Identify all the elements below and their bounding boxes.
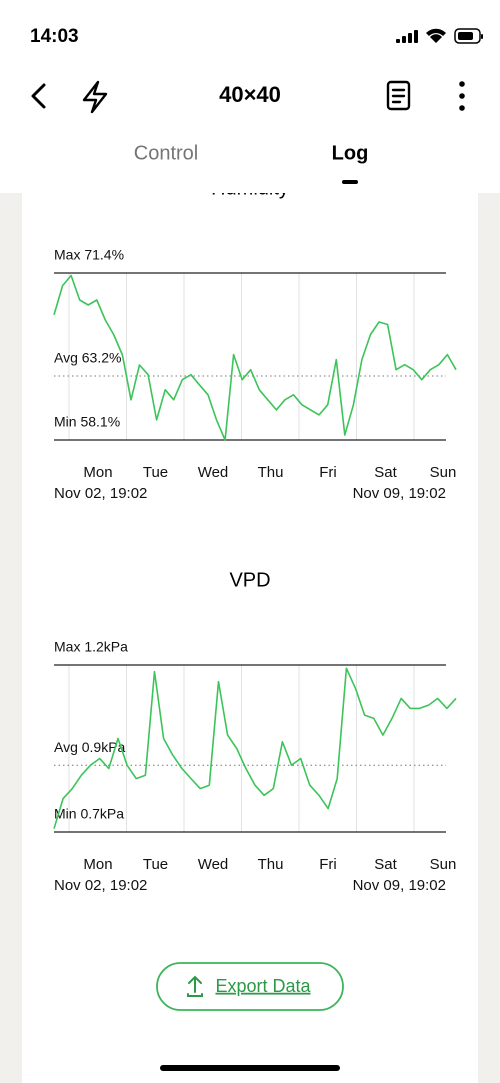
reference-label: Min 58.1%	[54, 414, 120, 430]
x-tick-label: Wed	[198, 464, 229, 481]
status-time: 14:03	[30, 26, 79, 47]
x-tick-label: Mon	[83, 464, 112, 481]
x-tick-label: Wed	[198, 856, 229, 873]
end-label: Nov 09, 19:02	[353, 485, 446, 502]
x-tick-label: Mon	[83, 856, 112, 873]
back-button[interactable]	[31, 83, 46, 109]
x-tick-label: Sat	[374, 464, 397, 481]
menu-button[interactable]	[459, 81, 465, 111]
status-icons	[396, 28, 483, 44]
home-indicator	[160, 1065, 340, 1071]
reference-label: Avg 63.2%	[54, 350, 121, 366]
chart-title: VPD	[229, 569, 270, 591]
data-line	[53, 667, 457, 829]
tab-indicator	[342, 180, 358, 184]
x-tick-label: Sun	[430, 464, 457, 481]
tab[interactable]: Control	[134, 142, 198, 164]
reference-label: Max 71.4%	[54, 247, 124, 263]
reference-label: Max 1.2kPa	[54, 639, 128, 655]
x-tick-label: Tue	[143, 856, 168, 873]
x-tick-label: Fri	[319, 856, 337, 873]
notes-button[interactable]	[386, 80, 411, 111]
x-tick-label: Fri	[319, 464, 337, 481]
card	[22, 180, 478, 1083]
x-tick-label: Tue	[143, 464, 168, 481]
header-title: 40×40	[219, 82, 281, 107]
tab-active[interactable]: Log	[332, 142, 369, 164]
reference-label: Min 0.7kPa	[54, 806, 124, 822]
x-tick-label: Sat	[374, 856, 397, 873]
start-label: Nov 02, 19:02	[54, 877, 147, 894]
export-label[interactable]: Export Data	[215, 976, 311, 996]
reference-label: Avg 0.9kPa	[54, 739, 126, 755]
data-line	[53, 274, 457, 441]
x-tick-label: Sun	[430, 856, 457, 873]
export-button[interactable]: Export Data	[156, 962, 344, 1011]
x-tick-label: Thu	[258, 464, 284, 481]
charts: HumidityMin 58.1%Avg 63.2%Max 71.4%MonTu…	[53, 177, 457, 894]
power-button[interactable]	[82, 80, 108, 114]
x-tick-label: Thu	[258, 856, 284, 873]
start-label: Nov 02, 19:02	[54, 485, 147, 502]
end-label: Nov 09, 19:02	[353, 877, 446, 894]
